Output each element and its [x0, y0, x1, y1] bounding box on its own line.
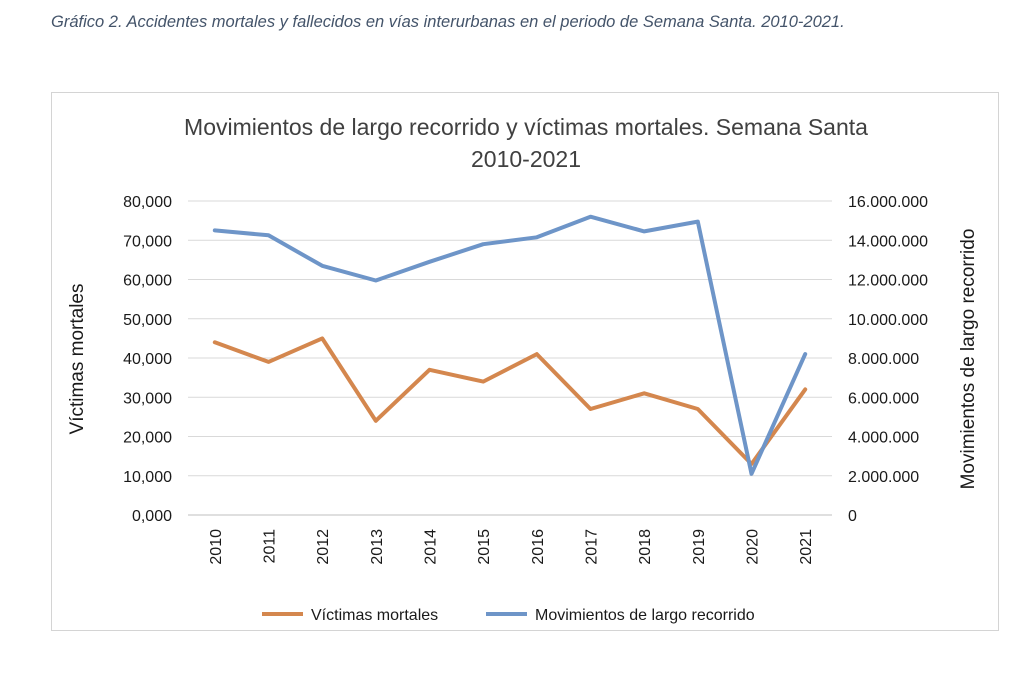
- right-tick-label: 2.000.000: [848, 469, 919, 486]
- x-tick-label: 2012: [315, 529, 332, 565]
- x-tick-label: 2011: [262, 529, 279, 564]
- right-axis-title: Movimientos de largo recorrido: [958, 229, 979, 490]
- line-chart: Movimientos de largo recorrido y víctima…: [67, 114, 979, 624]
- series-line-victimas: [212, 336, 808, 466]
- left-tick-label: 20,000: [123, 430, 172, 447]
- x-tick-label: 2015: [476, 529, 493, 565]
- chart-title-line2: 2010-2021: [471, 146, 581, 172]
- x-tick-label: 2016: [530, 529, 547, 565]
- left-tick-label: 80,000: [123, 194, 172, 211]
- right-tick-label: 6.000.000: [848, 390, 919, 407]
- left-tick-label: 10,000: [123, 469, 172, 486]
- right-tick-label: 14.000.000: [848, 233, 928, 250]
- x-tick-label: 2013: [369, 529, 386, 565]
- left-axis-title: Víctimas mortales: [67, 284, 88, 435]
- x-tick-label: 2017: [584, 529, 601, 565]
- chart-area: Movimientos de largo recorrido y víctima…: [51, 92, 999, 631]
- x-tick-label: 2021: [798, 529, 815, 565]
- x-tick-label: 2019: [691, 529, 708, 565]
- left-axis-ticks: 0,000 10,000 20,000 30,000 40,000 50,000 60,00…: [123, 194, 172, 525]
- left-tick-label: 60,000: [123, 273, 172, 290]
- series-line-movimientos: [212, 214, 808, 476]
- chart-title-line1: Movimientos de largo recorrido y víctima…: [184, 114, 868, 140]
- figure-caption: Gráfico 2. Accidentes mortales y falleci…: [51, 13, 845, 31]
- left-tick-label: 70,000: [123, 233, 172, 250]
- right-tick-label: 12.000.000: [848, 273, 928, 290]
- right-tick-label: 10.000.000: [848, 312, 928, 329]
- x-axis-ticks: 2010 2011 2012 2013 2014 2015 2016 2017 2018 2019…: [208, 529, 815, 565]
- legend: Víctimas mortales Movimientos de largo r…: [262, 607, 755, 624]
- left-tick-label: 40,000: [123, 351, 172, 368]
- left-tick-label: 30,000: [123, 390, 172, 407]
- right-tick-label: 16.000.000: [848, 194, 928, 211]
- legend-label-victimas: Víctimas mortales: [311, 607, 438, 624]
- x-tick-label: 2014: [423, 529, 440, 565]
- right-axis-ticks: 0 2.000.000 4.000.000 6.000.000 8.000.000 10.…: [848, 194, 928, 525]
- x-tick-label: 2020: [745, 529, 762, 565]
- right-tick-label: 8.000.000: [848, 351, 919, 368]
- right-tick-label: 0: [848, 508, 857, 525]
- series-lines: [212, 214, 808, 476]
- legend-label-movimientos: Movimientos de largo recorrido: [535, 607, 755, 624]
- x-tick-label: 2010: [208, 529, 225, 565]
- x-tick-label: 2018: [637, 529, 654, 565]
- gridlines: [188, 200, 832, 516]
- left-tick-label: 50,000: [123, 312, 172, 329]
- right-tick-label: 4.000.000: [848, 430, 919, 447]
- left-tick-label: 0,000: [132, 508, 172, 525]
